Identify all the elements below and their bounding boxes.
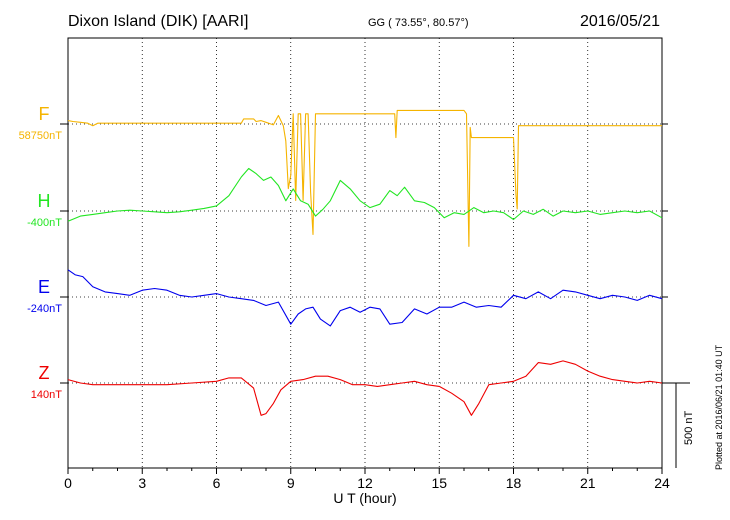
x-tick-label: 0: [64, 475, 72, 491]
x-tick-label: 21: [580, 475, 596, 491]
x-axis-tick-labels: 0 3 6 9 12 15 18 21 24: [64, 475, 670, 491]
scale-bar-label: 500 nT: [683, 410, 695, 445]
series-line-f: [67, 109, 662, 247]
x-tick-label: 18: [506, 475, 522, 491]
x-axis-title: U T (hour): [333, 490, 396, 506]
channel-baseline-z: 140nT: [31, 389, 62, 401]
x-tick-label: 6: [213, 475, 221, 491]
date-label: 2016/05/21: [580, 13, 660, 30]
x-tick-label: 12: [357, 475, 373, 491]
channel-name-z: Z: [39, 363, 50, 383]
x-axis-ticks: [67, 468, 663, 474]
channel-labels: F 58750nT H -400nT E -240nT Z 140nT: [19, 104, 63, 401]
channel-baseline-f: 58750nT: [19, 130, 63, 142]
series-line-h: [67, 167, 663, 222]
data-series: [67, 109, 663, 416]
channel-name-e: E: [38, 277, 50, 297]
grid-lines: [141, 38, 589, 468]
series-line-z: [67, 360, 663, 416]
station-title: Dixon Island (DIK) [AARI]: [68, 13, 249, 30]
channel-baseline-h: -400nT: [27, 217, 62, 229]
x-tick-label: 9: [287, 475, 295, 491]
station-coordinates: GG ( 73.55°, 80.57°): [368, 17, 469, 29]
series-line-e: [67, 269, 663, 327]
x-tick-label: 24: [654, 475, 670, 491]
channel-name-f: F: [39, 104, 50, 124]
channel-name-h: H: [38, 191, 51, 211]
x-tick-label: 15: [431, 475, 447, 491]
channel-baseline-e: -240nT: [27, 303, 62, 315]
x-tick-label: 3: [138, 475, 146, 491]
plotted-timestamp: Plotted at 2016/06/21 01:40 UT: [714, 344, 724, 470]
channel-baselines: [60, 123, 668, 384]
